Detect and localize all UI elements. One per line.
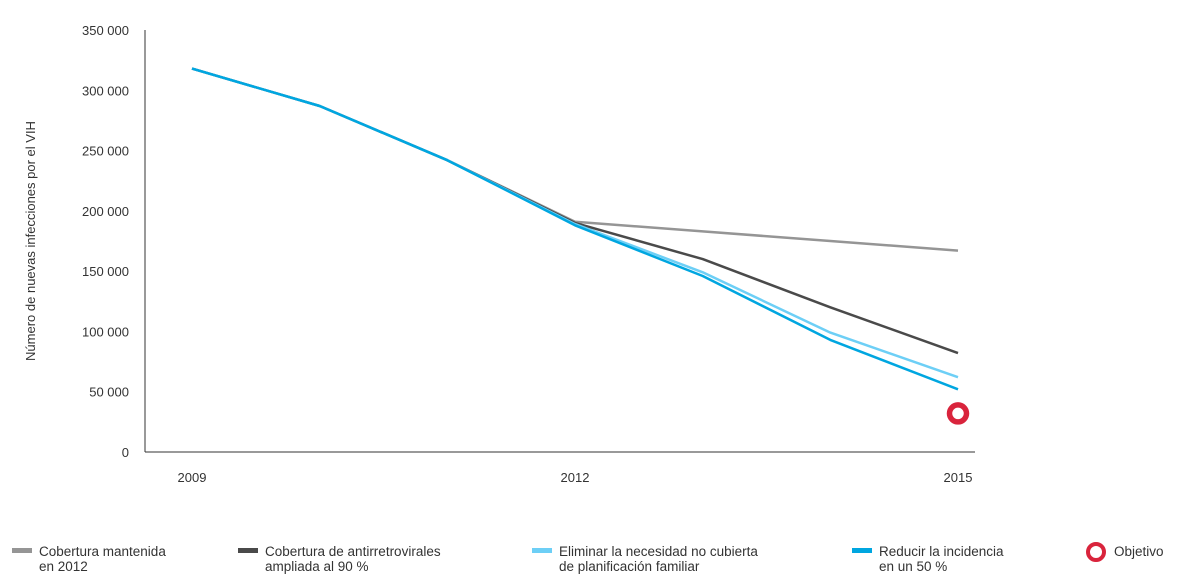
y-tick-label: 150 000 [82, 264, 129, 279]
legend-label: Cobertura de antirretrovirales ampliada … [265, 544, 441, 574]
legend-swatch [12, 548, 32, 553]
legend-label: Eliminar la necesidad no cubierta de pla… [559, 544, 758, 574]
legend-item-4: Reducir la incidencia en un 50 % [852, 544, 1004, 574]
legend-label: Reducir la incidencia en un 50 % [879, 544, 1004, 574]
axes [144, 30, 975, 453]
y-tick-label: 250 000 [82, 144, 129, 159]
legend-item-2: Cobertura de antirretrovirales ampliada … [238, 544, 441, 574]
legend-swatch [852, 548, 872, 553]
x-tick-labels: 2009 2012 2015 [178, 470, 973, 485]
target-marker [946, 402, 970, 425]
y-tick-label: 300 000 [82, 83, 129, 98]
legend-label: Objetivo [1114, 544, 1164, 559]
x-tick-label: 2009 [178, 470, 207, 485]
target-marker-group [946, 402, 970, 425]
y-tick-label: 50 000 [89, 385, 129, 400]
y-tick-label: 100 000 [82, 324, 129, 339]
x-tick-label: 2015 [944, 470, 973, 485]
target-ring-icon [1086, 542, 1106, 562]
legend-item-target: Objetivo [1086, 542, 1164, 562]
legend-label: Cobertura mantenida en 2012 [39, 544, 166, 574]
y-axis-label: Número de nuevas infecciones por el VIH [23, 121, 38, 361]
legend: Cobertura mantenida en 2012 Cobertura de … [0, 542, 1179, 577]
legend-swatch [532, 548, 552, 553]
y-tick-label: 0 [122, 445, 129, 460]
series-line-2 [191, 67, 959, 355]
y-tick-label: 200 000 [82, 204, 129, 219]
x-tick-label: 2012 [561, 470, 590, 485]
y-tick-labels: 0 50 000 100 000 150 000 200 000 250 000 300 0… [82, 23, 129, 460]
legend-swatch [238, 548, 258, 553]
series-lines [191, 67, 959, 391]
legend-item-1: Cobertura mantenida en 2012 [12, 544, 166, 574]
legend-item-3: Eliminar la necesidad no cubierta de pla… [532, 544, 758, 574]
series-line-4 [191, 67, 959, 391]
y-tick-label: 350 000 [82, 23, 129, 38]
series-line-3 [191, 67, 959, 379]
